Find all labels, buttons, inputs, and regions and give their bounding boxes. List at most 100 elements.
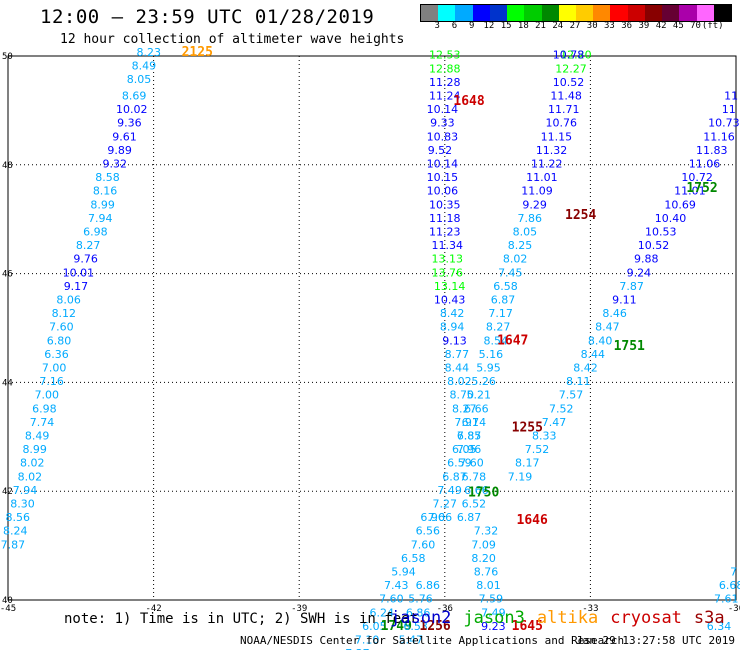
wave-height-value: 10.53: [645, 226, 677, 239]
legend-swatch: [575, 5, 594, 21]
wave-height-value: 8.99: [90, 198, 115, 211]
wave-height-value: 5.95: [476, 362, 501, 375]
wave-height-value: 8.02: [447, 375, 472, 388]
wave-height-value: 7.09: [471, 538, 496, 551]
satellite-altika: altika: [536, 608, 599, 628]
wave-height-value: 7.91: [454, 416, 479, 429]
legend-label: (ft): [701, 21, 724, 31]
wave-height-value: 8.70: [450, 389, 475, 402]
wave-height-value: 7.52: [549, 402, 574, 415]
wave-height-value: 9.33: [430, 117, 455, 130]
satellite-s3a: s3a: [693, 608, 725, 628]
wave-height-value: 11: [722, 103, 736, 116]
legend-label: 24: [552, 21, 564, 31]
wave-height-value: 6.58: [493, 280, 518, 293]
wave-height-value: 10.02: [116, 103, 148, 116]
wave-height-value: 9.29: [522, 198, 547, 211]
wave-height-value: 8.27: [486, 321, 511, 334]
wave-height-value: 8.02: [20, 457, 45, 470]
page-title: 12:00 – 23:59 UTC 01/28/2019: [40, 6, 375, 28]
pass-time-label: 1646: [517, 513, 548, 528]
wave-height-value: 9.89: [107, 144, 132, 157]
wave-height-value: 8.06: [56, 294, 81, 307]
x-tick-label: -42: [145, 604, 161, 614]
wave-height-value: 11.32: [536, 144, 568, 157]
wave-height-value: 5.76: [408, 593, 433, 606]
wave-height-value: 7.10: [355, 634, 380, 647]
wave-height-value: 6.98: [83, 226, 108, 239]
wave-height-value: 5.47: [399, 634, 424, 647]
wave-height-value: 7.96: [457, 443, 482, 456]
legend-swatch: [662, 5, 680, 21]
pass-time-label: 1647: [497, 333, 528, 348]
x-tick-label: -39: [291, 604, 307, 614]
wave-height-value: 10.14: [427, 103, 459, 116]
wave-height-value: 11.22: [531, 158, 563, 171]
wave-height-value: 12.53: [429, 49, 461, 62]
wave-height-value: 6.56: [416, 525, 441, 538]
legend-swatch: [610, 5, 628, 21]
legend-label: 27: [569, 21, 581, 31]
wave-height-value: 13.14: [434, 280, 466, 293]
wave-height-value: 6.86: [406, 606, 431, 619]
wave-height-value: 8.42: [440, 307, 465, 320]
wave-height-value: 7.16: [39, 375, 64, 388]
y-tick-label: 44: [2, 378, 13, 388]
legend-label: 30: [586, 21, 598, 31]
wave-height-value: 5.26: [471, 375, 496, 388]
wave-height-value: 7.85: [457, 430, 482, 443]
wave-height-value: 8.76: [474, 566, 499, 579]
wave-height-value: 10.73: [708, 117, 740, 130]
wave-height-value: 6.87: [442, 470, 467, 483]
pass-time-label: 1752: [686, 181, 717, 196]
wave-height-value: 6.52: [462, 498, 487, 511]
wave-height-value: 5.16: [479, 348, 504, 361]
legend-label: 33: [604, 21, 615, 31]
wave-height-value: 7.60: [411, 538, 436, 551]
wave-height-value: 11.71: [548, 103, 580, 116]
x-tick-label: -45: [0, 604, 16, 614]
wave-height-value: 8.05: [513, 226, 538, 239]
wave-height-value: 8.27: [452, 402, 477, 415]
legend-label: 45: [672, 21, 684, 31]
wave-height-value: 7.45: [498, 266, 523, 279]
wave-height-value: 11.01: [526, 171, 558, 184]
legend-swatch: [696, 5, 714, 21]
wave-height-value: 12.20: [560, 49, 592, 62]
wave-height-value: 9.24: [627, 266, 652, 279]
wave-height-value: 8.54: [484, 334, 509, 347]
wave-height-value: 10.83: [427, 130, 459, 143]
wave-height-value: 6.96: [420, 511, 445, 524]
wave-height-value: 6.98: [32, 402, 57, 415]
wave-height-value: 11: [724, 90, 738, 103]
legend-label: 9: [468, 21, 475, 31]
wave-height-value: 8.24: [3, 525, 28, 538]
credit-text: NOAA/NESDIS Center for Satellite Applica…: [240, 634, 625, 647]
wave-height-value: 9.11: [612, 294, 637, 307]
legend-label: 39: [638, 21, 650, 31]
wave-height-value: 6.78: [462, 470, 487, 483]
wave-height-value: 9.13: [442, 334, 467, 347]
page-subtitle: 12 hour collection of altimeter wave hei…: [60, 32, 405, 47]
wave-height-value: 10.69: [664, 198, 696, 211]
wave-height-value: 10.52: [638, 239, 670, 252]
pass-time-label: 1749: [381, 619, 412, 634]
legend-swatch: [507, 5, 525, 21]
wave-height-value: 8.56: [5, 511, 30, 524]
wave-height-value: 7.49: [481, 606, 506, 619]
wave-height-value: 9.32: [103, 158, 128, 171]
wave-height-value: 9.36: [117, 117, 142, 130]
wave-height-value: 8.44: [445, 362, 470, 375]
wave-height-value: 10.06: [427, 185, 459, 198]
legend-swatch: [558, 5, 576, 21]
wave-height-value: 11.23: [429, 226, 461, 239]
wave-height-value: 7.87: [619, 280, 644, 293]
wave-height-value: 6.34: [707, 620, 732, 633]
wave-height-value: 11.16: [703, 130, 735, 143]
wave-height-value: 9.52: [428, 144, 453, 157]
plot-frame: [7, 55, 737, 601]
wave-height-value: 8.05: [127, 73, 152, 86]
wave-height-value: 7.94: [88, 212, 113, 225]
legend-swatch: [541, 5, 559, 21]
